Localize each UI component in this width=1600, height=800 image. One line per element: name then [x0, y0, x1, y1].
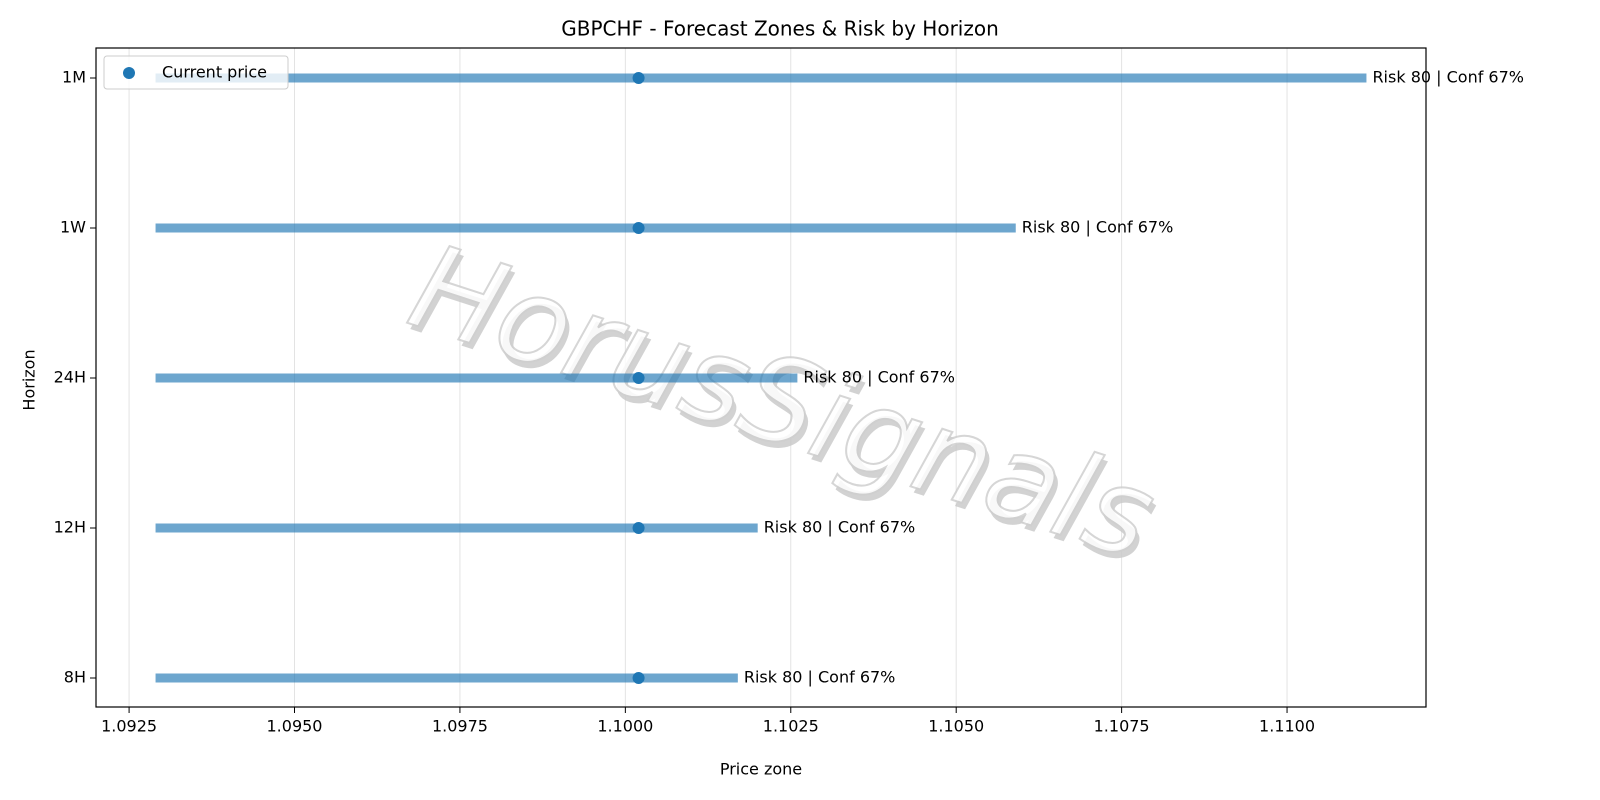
y-tick-label: 24H — [54, 368, 86, 387]
y-axis-label: Horizon — [20, 349, 39, 410]
legend-marker — [123, 67, 135, 79]
x-tick-label: 1.1075 — [1094, 717, 1150, 736]
x-tick-label: 1.0950 — [267, 717, 323, 736]
y-tick-label: 1M — [62, 68, 86, 87]
x-tick-label: 1.0925 — [101, 717, 157, 736]
zone-label: Risk 80 | Conf 67% — [1022, 218, 1174, 237]
x-tick-label: 1.1025 — [763, 717, 819, 736]
zone-label: Risk 80 | Conf 67% — [764, 518, 916, 537]
zone-label: Risk 80 | Conf 67% — [803, 368, 955, 387]
zone-label: Risk 80 | Conf 67% — [1372, 68, 1524, 87]
zone-label: Risk 80 | Conf 67% — [744, 668, 896, 687]
current-price-dot — [632, 672, 645, 684]
y-tick-label: 12H — [54, 518, 86, 537]
x-tick-label: 1.1100 — [1259, 717, 1315, 736]
x-axis-label: Price zone — [720, 760, 802, 779]
current-price-dot — [632, 372, 645, 384]
y-tick-label: 8H — [64, 668, 86, 687]
plot-frame — [95, 47, 1427, 708]
x-tick-label: 1.1050 — [928, 717, 984, 736]
x-tick-label: 1.0975 — [432, 717, 488, 736]
x-tick-label: 1.1000 — [597, 717, 653, 736]
legend-label: Current price — [162, 63, 267, 82]
current-price-dot — [632, 72, 645, 84]
current-price-dot — [632, 222, 645, 234]
current-price-dot — [632, 522, 645, 534]
chart-title: GBPCHF - Forecast Zones & Risk by Horizo… — [561, 17, 999, 41]
y-tick-label: 1W — [60, 218, 86, 237]
legend-box — [103, 55, 289, 90]
